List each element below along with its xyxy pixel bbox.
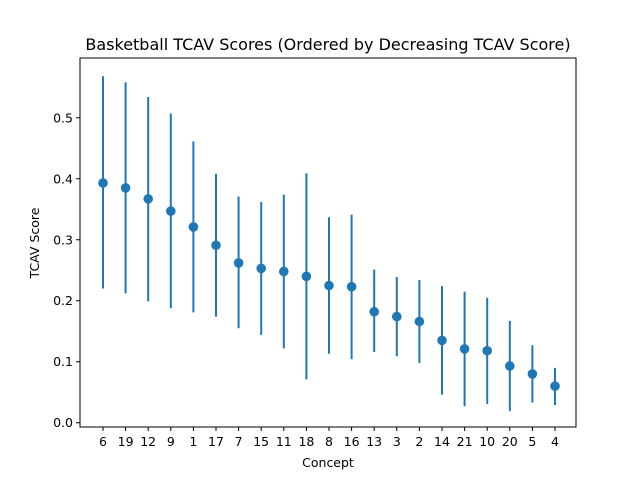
data-point (459, 344, 470, 354)
data-point (550, 381, 560, 391)
x-tick-label: 6 (99, 434, 107, 449)
data-point (527, 369, 538, 379)
x-tick-label: 12 (140, 434, 156, 449)
data-point (437, 335, 447, 346)
y-axis-label: TCAV Score (27, 207, 42, 279)
y-axis: 0.0 0.1 0.2 0.3 0.4 0.5 (53, 110, 80, 430)
x-axis: 6 19 12 9 1 17 7 15 11 18 8 16 13 3 2 14 21 10 20 5 4 (99, 427, 559, 449)
y-tick-label: 0.4 (53, 171, 73, 186)
x-tick-label: 14 (434, 434, 450, 449)
x-axis-label: Concept (302, 455, 354, 470)
x-tick-label: 13 (366, 434, 382, 449)
x-tick-label: 17 (208, 434, 224, 449)
x-tick-label: 20 (502, 434, 518, 449)
x-tick-label: 4 (551, 434, 559, 449)
plot-area (98, 76, 560, 412)
data-point (166, 206, 176, 216)
y-tick-label: 0.0 (53, 415, 73, 430)
data-point (482, 345, 493, 356)
axes-frame (79, 57, 577, 428)
x-tick-label: 2 (415, 434, 423, 449)
x-tick-label: 21 (457, 434, 473, 449)
data-point (211, 240, 221, 251)
data-point (505, 361, 515, 371)
x-tick-label: 16 (344, 434, 360, 449)
data-point (233, 258, 244, 268)
y-tick-label: 0.3 (53, 232, 73, 247)
chart-title: Basketball TCAV Scores (Ordered by Decre… (85, 35, 570, 54)
x-tick-label: 11 (276, 434, 292, 449)
data-point (414, 316, 425, 327)
data-point (256, 263, 267, 274)
data-point (301, 271, 312, 282)
data-point (392, 311, 402, 322)
x-tick-label: 8 (325, 434, 333, 449)
x-tick-label: 15 (253, 434, 269, 449)
x-tick-label: 19 (118, 434, 134, 449)
y-tick-label: 0.1 (53, 354, 73, 369)
y-tick-label: 0.2 (53, 293, 73, 308)
data-point (346, 281, 357, 292)
x-tick-label: 3 (393, 434, 401, 449)
x-tick-label: 18 (298, 434, 314, 449)
x-tick-label: 1 (189, 434, 197, 449)
x-tick-label: 9 (167, 434, 175, 449)
data-point (120, 183, 131, 193)
x-tick-label: 10 (479, 434, 495, 449)
data-point (369, 306, 380, 317)
x-tick-label: 7 (235, 434, 243, 449)
data-point (188, 222, 199, 232)
data-point (279, 266, 289, 277)
data-point (98, 178, 108, 188)
data-point (324, 280, 334, 291)
data-point (143, 194, 153, 204)
x-tick-label: 5 (528, 434, 536, 449)
y-tick-label: 0.5 (53, 110, 73, 125)
